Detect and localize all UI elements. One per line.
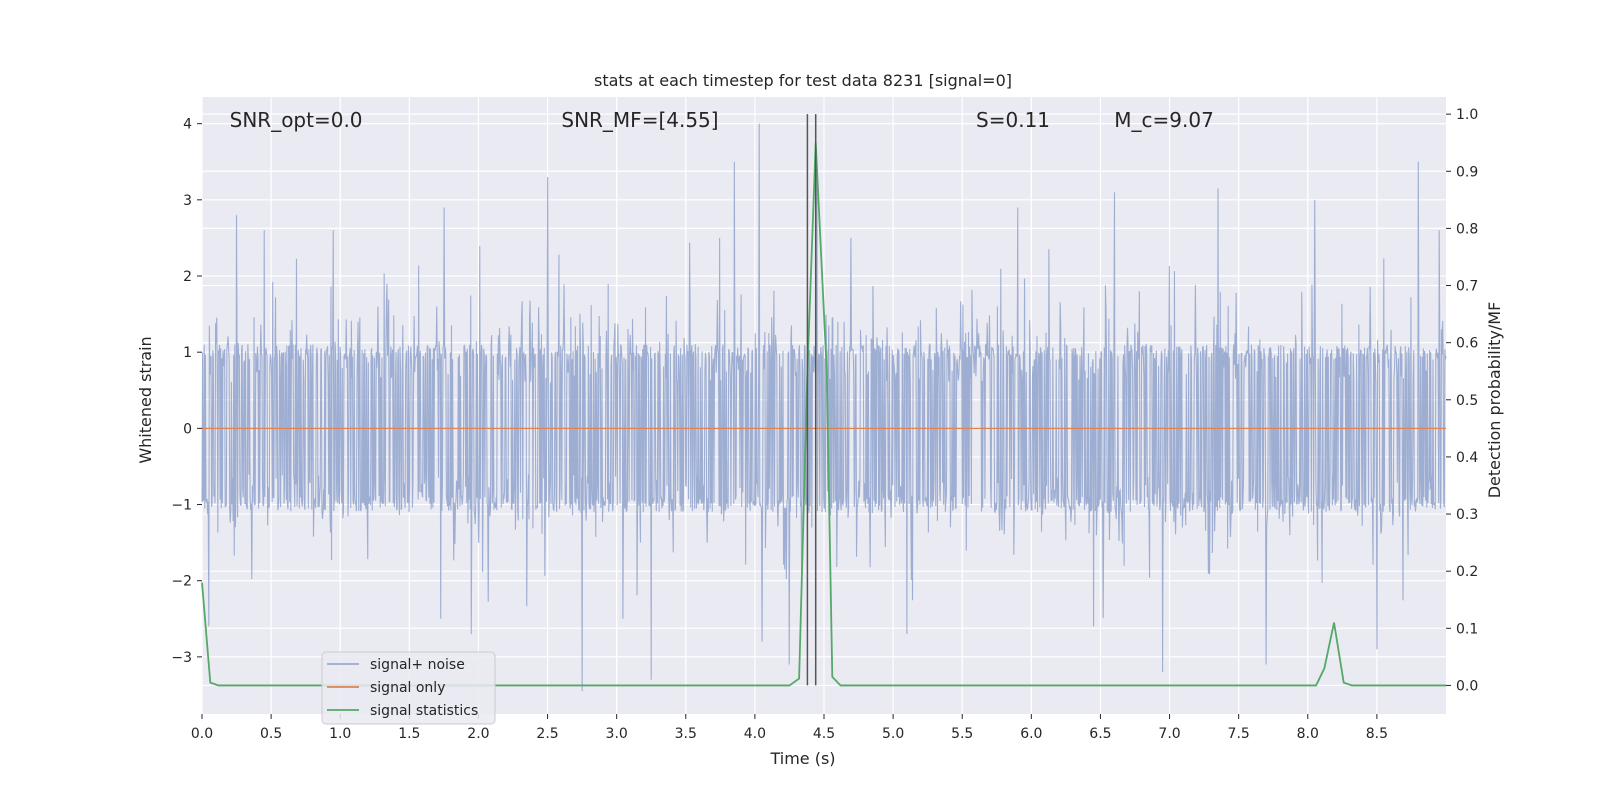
y-right-tick-label: 0.9 [1456,164,1478,180]
annotation-3: M_c=9.07 [1114,108,1214,132]
x-tick-label: 3.5 [675,726,697,742]
x-tick-label: 3.0 [606,726,628,742]
y-left-tick-label: −1 [171,498,192,514]
x-tick-label: 0.5 [260,726,282,742]
x-tick-label: 0.0 [191,726,213,742]
legend-frame [321,651,496,725]
annotation-1: SNR_MF=[4.55] [561,108,718,132]
chart-title: stats at each timestep for test data 823… [594,71,1012,90]
y-left-tick-label: 1 [183,345,192,361]
x-tick-label: 7.5 [1228,726,1250,742]
legend: signal+ noise signal only signal statistic… [321,651,496,725]
x-tick-label: 7.0 [1158,726,1180,742]
y-axis-label-right: Detection probability/MF [1485,302,1504,499]
x-axis-label: Time (s) [769,749,835,768]
y-right-tick-label: 0.6 [1456,336,1478,352]
x-tick-label: 2.5 [536,726,558,742]
y-right-tick-label: 0.8 [1456,221,1478,237]
vertical-markers [806,114,817,686]
x-tick-label: 6.5 [1089,726,1111,742]
x-tick-label: 1.0 [329,726,351,742]
annotations: SNR_opt=0.0 SNR_MF=[4.55] S=0.11 M_c=9.07 [230,108,1214,132]
y-right-tick-label: 1.0 [1456,107,1478,123]
y-right-tick-label: 0.7 [1456,279,1478,295]
axis-ticks: 0.0 0.5 1.0 1.5 2.0 2.5 3.0 3.5 4.0 4.5 5.0 5.5 6.0 6… [171,107,1478,742]
y-right-tick-label: 0.2 [1456,564,1478,580]
x-tick-label: 5.0 [882,726,904,742]
x-tick-label: 4.5 [813,726,835,742]
y-right-tick-label: 0.4 [1456,450,1478,466]
legend-label: signal only [370,680,445,696]
x-tick-label: 8.5 [1366,726,1388,742]
y-left-tick-label: −2 [171,574,192,590]
annotation-0: SNR_opt=0.0 [230,108,363,132]
legend-label: signal statistics [370,703,478,719]
x-tick-label: 6.0 [1020,726,1042,742]
x-tick-label: 1.5 [398,726,420,742]
legend-label: signal+ noise [370,657,465,673]
y-right-tick-label: 0.3 [1456,507,1478,523]
x-tick-label: 5.5 [951,726,973,742]
x-tick-label: 2.0 [467,726,489,742]
y-left-tick-label: 3 [183,193,192,209]
y-left-tick-label: 2 [183,269,192,285]
series-signal-noise [201,123,1447,692]
y-left-tick-label: 0 [183,421,192,437]
y-left-tick-label: −3 [171,650,192,666]
y-right-tick-label: 0.5 [1456,393,1478,409]
y-right-tick-label: 0.0 [1456,678,1478,694]
x-tick-label: 8.0 [1297,726,1319,742]
series-line-signal-noise [201,123,1447,692]
annotation-2: S=0.11 [976,108,1050,132]
y-right-tick-label: 0.1 [1456,621,1478,637]
x-tick-label: 4.0 [744,726,766,742]
grid [201,97,1446,714]
y-axis-label-left: Whitened strain [136,336,155,463]
y-left-tick-label: 4 [183,117,192,133]
